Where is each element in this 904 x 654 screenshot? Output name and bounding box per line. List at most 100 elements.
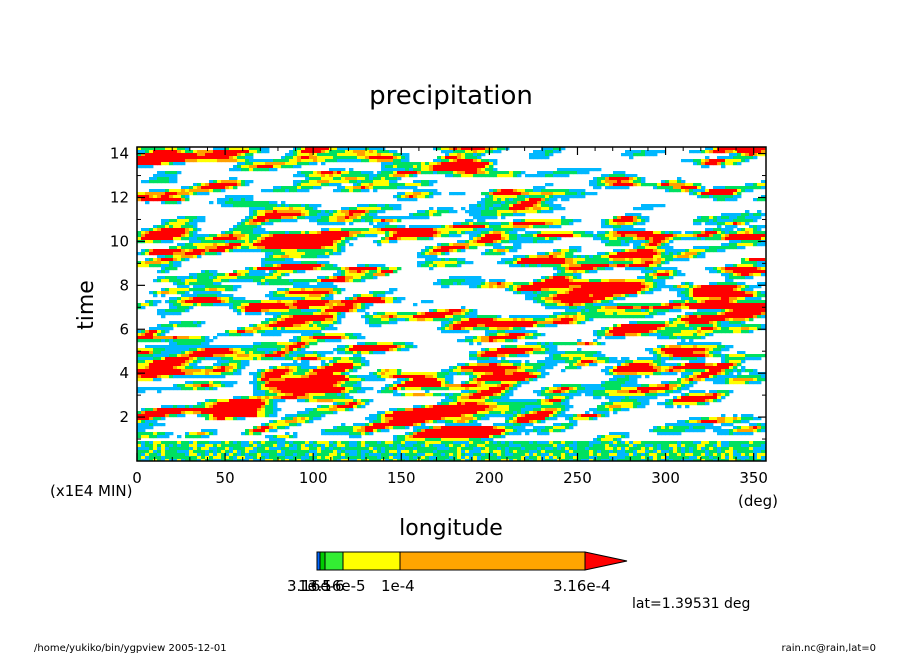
field-cell <box>193 150 198 154</box>
field-cell <box>413 312 418 316</box>
field-cell <box>225 195 230 199</box>
field-cell <box>149 228 154 232</box>
field-cell <box>661 186 666 190</box>
field-cell <box>345 309 350 313</box>
field-cell <box>373 180 378 184</box>
field-cell <box>637 267 642 271</box>
field-cell <box>493 282 498 286</box>
field-cell <box>365 216 370 220</box>
field-cell <box>253 222 258 226</box>
field-cell <box>285 243 290 247</box>
field-cell <box>377 231 382 235</box>
field-cell <box>761 237 766 241</box>
field-cell <box>461 312 466 316</box>
field-cell <box>237 243 242 247</box>
field-cell <box>333 237 338 241</box>
field-cell <box>237 150 242 154</box>
field-cell <box>661 279 666 283</box>
field-cell <box>477 213 482 217</box>
field-cell <box>741 243 746 247</box>
field-cell <box>309 303 314 307</box>
field-cell <box>725 219 730 223</box>
field-cell <box>273 264 278 268</box>
field-cell <box>537 285 542 289</box>
field-cell <box>273 297 278 301</box>
field-cell <box>321 228 326 232</box>
field-cell <box>597 168 602 172</box>
field-cell <box>405 231 410 235</box>
field-cell <box>173 189 178 193</box>
field-cell <box>321 306 326 310</box>
field-cell <box>501 198 506 202</box>
field-cell <box>249 195 254 199</box>
field-cell <box>393 267 398 271</box>
field-cell <box>305 294 310 298</box>
field-cell <box>193 237 198 241</box>
field-cell <box>529 189 534 193</box>
field-cell <box>449 231 454 235</box>
field-cell <box>761 153 766 157</box>
field-cell <box>269 312 274 316</box>
field-cell <box>621 216 626 220</box>
field-cell <box>665 303 670 307</box>
field-cell <box>241 198 246 202</box>
field-cell <box>405 159 410 163</box>
field-cell <box>373 213 378 217</box>
field-cell <box>317 213 322 217</box>
field-cell <box>293 306 298 310</box>
field-cell <box>573 288 578 292</box>
field-cell <box>141 261 146 265</box>
field-cell <box>649 207 654 211</box>
field-cell <box>621 312 626 316</box>
field-cell <box>313 207 318 211</box>
field-cell <box>537 294 542 298</box>
field-cell <box>477 234 482 238</box>
field-cell <box>677 189 682 193</box>
field-cell <box>173 147 178 151</box>
field-cell <box>305 240 310 244</box>
field-cell <box>733 282 738 286</box>
field-cell <box>749 186 754 190</box>
field-cell <box>553 258 558 262</box>
field-cell <box>413 168 418 172</box>
field-cell <box>669 273 674 277</box>
field-cell <box>541 150 546 154</box>
field-cell <box>337 177 342 181</box>
field-cell <box>157 156 162 160</box>
field-cell <box>525 174 530 178</box>
field-cell <box>245 243 250 247</box>
field-cell <box>341 240 346 244</box>
field-cell <box>549 276 554 280</box>
field-cell <box>169 189 174 193</box>
field-cell <box>397 177 402 181</box>
field-cell <box>213 153 218 157</box>
field-cell <box>565 276 570 280</box>
field-cell <box>733 192 738 196</box>
field-cell <box>717 225 722 229</box>
field-cell <box>729 300 734 304</box>
field-cell <box>701 249 706 253</box>
field-cell <box>505 213 510 217</box>
field-cell <box>361 177 366 181</box>
field-cell <box>257 234 262 238</box>
field-cell <box>353 150 358 154</box>
field-cell <box>353 189 358 193</box>
field-cell <box>657 237 662 241</box>
field-cell <box>237 300 242 304</box>
field-cell <box>629 180 634 184</box>
field-cell <box>301 171 306 175</box>
field-cell <box>305 291 310 295</box>
field-cell <box>249 228 254 232</box>
field-cell <box>517 228 522 232</box>
field-cell <box>617 297 622 301</box>
field-cell <box>165 189 170 193</box>
field-cell <box>241 156 246 160</box>
field-cell <box>301 288 306 292</box>
field-cell <box>269 309 274 313</box>
field-cell <box>381 150 386 154</box>
field-cell <box>137 234 142 238</box>
field-cell <box>181 222 186 226</box>
field-cell <box>157 261 162 265</box>
field-cell <box>261 216 266 220</box>
field-cell <box>489 162 494 166</box>
